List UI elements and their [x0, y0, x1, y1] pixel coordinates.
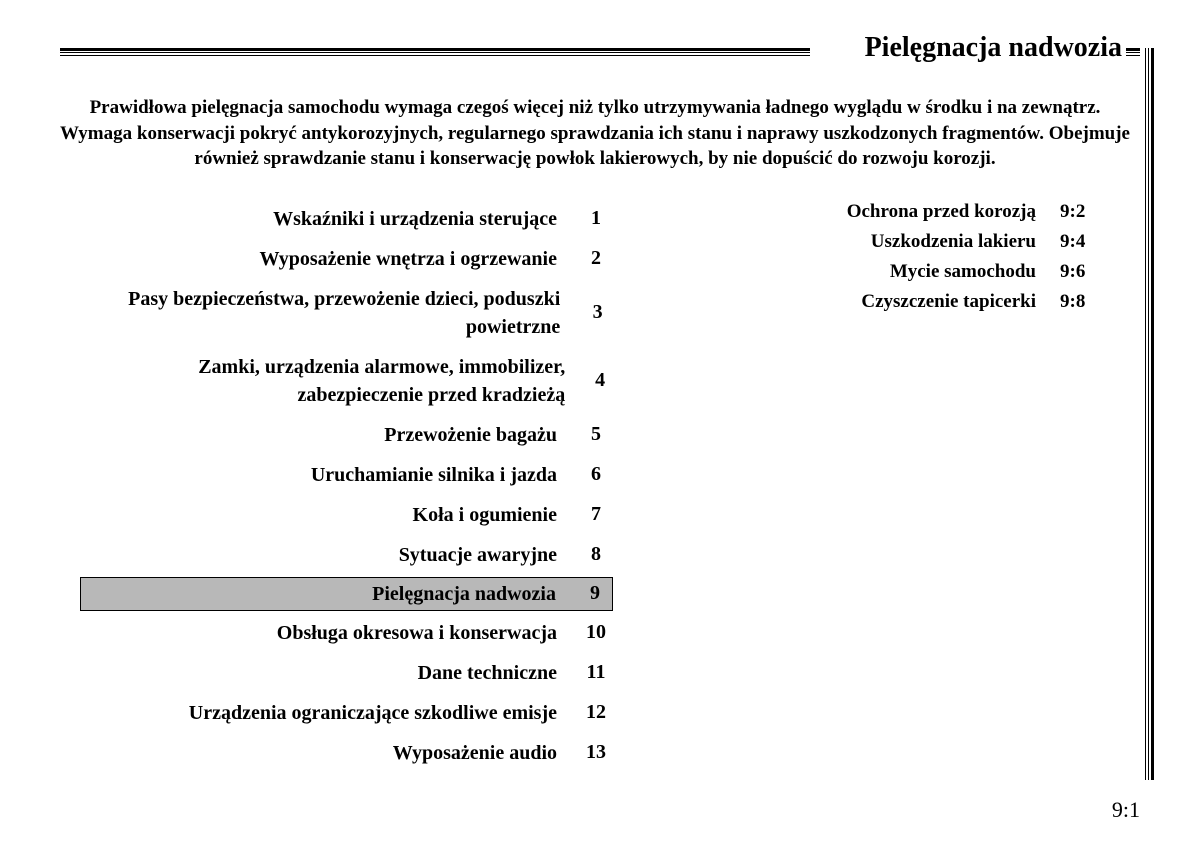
subsection-row: Ochrona przed korozją9:2: [753, 197, 1110, 227]
chapter-number: 5: [579, 423, 613, 446]
subsection-row: Mycie samochodu9:6: [753, 257, 1110, 287]
chapter-row: Sytuacje awaryjne8: [80, 537, 613, 573]
subsection-page: 9:4: [1060, 231, 1110, 253]
subsection-label: Mycie samochodu: [890, 261, 1060, 283]
chapter-row: Wyposażenie audio13: [80, 735, 613, 771]
chapter-number: 2: [579, 247, 613, 270]
chapter-number: 13: [579, 741, 613, 764]
chapter-label: Koła i ogumienie: [413, 501, 579, 529]
chapter-list: Wskaźniki i urządzenia sterujące1Wyposaż…: [50, 197, 633, 775]
chapter-label: Pielęgnacja nadwozia: [372, 580, 578, 608]
subsection-page: 9:8: [1060, 291, 1110, 313]
chapter-label: Wyposażenie audio: [393, 739, 579, 767]
subsection-label: Uszkodzenia lakieru: [871, 231, 1060, 253]
subsection-row: Uszkodzenia lakieru9:4: [753, 227, 1110, 257]
page-number: 9:1: [1112, 797, 1140, 823]
subsection-row: Czyszczenie tapicerki9:8: [753, 287, 1110, 317]
chapter-label: Urządzenia ograniczające szkodliwe emisj…: [189, 699, 579, 727]
chapter-number: 10: [579, 621, 613, 644]
chapter-label: Uruchamianie silnika i jazda: [311, 461, 579, 489]
chapter-label: Sytuacje awaryjne: [399, 541, 579, 569]
chapter-label: Dane techniczne: [418, 659, 579, 687]
chapter-number: 1: [579, 207, 613, 230]
chapter-label: Przewożenie bagażu: [384, 421, 579, 449]
chapter-label: Obsługa okresowa i konserwacja: [277, 619, 579, 647]
chapter-row: Urządzenia ograniczające szkodliwe emisj…: [80, 695, 613, 731]
chapter-number: 3: [582, 301, 613, 324]
rule-right-stub: [1126, 48, 1140, 56]
chapter-number: 11: [579, 661, 613, 684]
section-title: Pielęgnacja nadwozia: [865, 32, 1122, 64]
chapter-number: 8: [579, 543, 613, 566]
chapter-row: Wskaźniki i urządzenia sterujące1: [80, 201, 613, 237]
subsection-label: Czyszczenie tapicerki: [861, 291, 1060, 313]
intro-paragraph: Prawidłowa pielęgnacja samochodu wymaga …: [50, 90, 1150, 197]
vertical-rule: [1142, 48, 1154, 780]
columns: Wskaźniki i urządzenia sterujące1Wyposaż…: [50, 197, 1150, 775]
chapter-label: Wyposażenie wnętrza i ogrzewanie: [259, 245, 579, 273]
chapter-label: Zamki, urządzenia alarmowe, immobilizer,…: [80, 353, 587, 409]
chapter-row: Wyposażenie wnętrza i ogrzewanie2: [80, 241, 613, 277]
subsection-page: 9:6: [1060, 261, 1110, 283]
chapter-number: 6: [579, 463, 613, 486]
header-rule: Pielęgnacja nadwozia: [60, 30, 1140, 90]
subsection-page: 9:2: [1060, 201, 1110, 223]
subsection-list: Ochrona przed korozją9:2Uszkodzenia laki…: [633, 197, 1110, 775]
subsection-label: Ochrona przed korozją: [847, 201, 1060, 223]
rule-left: [60, 48, 810, 56]
chapter-number: 4: [587, 369, 613, 392]
chapter-row: Przewożenie bagażu5: [80, 417, 613, 453]
chapter-row: Obsługa okresowa i konserwacja10: [80, 615, 613, 651]
chapter-number: 12: [579, 701, 613, 724]
chapter-row: Zamki, urządzenia alarmowe, immobilizer,…: [80, 349, 613, 413]
chapter-row: Dane techniczne11: [80, 655, 613, 691]
chapter-row: Uruchamianie silnika i jazda6: [80, 457, 613, 493]
chapter-label: Pasy bezpieczeństwa, przewożenie dzieci,…: [80, 285, 582, 341]
chapter-row: Pielęgnacja nadwozia9: [80, 577, 613, 611]
chapter-number: 7: [579, 503, 613, 526]
chapter-row: Koła i ogumienie7: [80, 497, 613, 533]
chapter-row: Pasy bezpieczeństwa, przewożenie dzieci,…: [80, 281, 613, 345]
chapter-number: 9: [578, 582, 612, 605]
chapter-label: Wskaźniki i urządzenia sterujące: [273, 205, 579, 233]
